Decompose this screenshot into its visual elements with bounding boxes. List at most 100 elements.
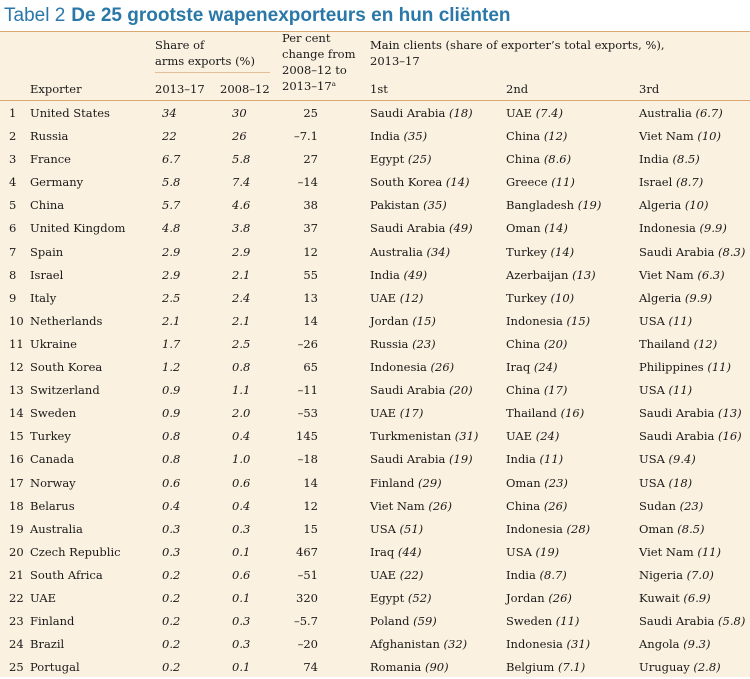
client-name: Egypt [370,152,405,167]
share-2013-17-cell: 22 [162,129,177,144]
client-name: China [506,129,541,144]
client-3rd-cell: Saudi Arabia (13) [639,406,742,420]
client-name: Nigeria [639,567,683,582]
table-row: 5 China 5.7 4.6 38 Pakistan (35) Bangladesh (1… [0,194,750,217]
table-row: 12 South Korea 1.2 0.8 65 Indonesia (26) Iraq … [0,356,750,379]
exporter-cell: Canada [30,452,75,467]
client-1st-cell: Turkmenistan (31) [370,429,478,443]
client-share: (11) [707,360,731,375]
client-name: Algeria [639,198,682,213]
client-3rd-cell: Sudan (23) [639,499,703,513]
rank-cell: 14 [9,406,24,421]
share-2013-17-cell: 0.3 [162,521,181,536]
rank-cell: 1 [9,106,17,120]
client-name: UAE [370,567,397,582]
client-share: (8.7) [675,175,704,190]
exporters-table: Share of arms exports (%) Per cent chang… [0,31,750,677]
exporter-cell: Russia [30,129,69,144]
client-2nd-cell: Indonesia (15) [506,314,590,328]
change-cell: 74 [303,660,318,675]
client-3rd-cell: Philippines (11) [639,360,731,374]
client-1st-cell: Iraq (44) [370,545,422,559]
client-share: (17) [543,383,568,398]
change-cell: 14 [303,313,318,328]
client-share: (12) [399,290,424,305]
client-1st-cell: Indonesia (26) [370,360,454,374]
share-2013-17-cell: 1.7 [162,336,181,351]
client-1st-cell: Saudi Arabia (19) [370,452,473,466]
client-name: Thailand [506,406,557,421]
client-share: (5.8) [718,614,746,629]
header-exporter: Exporter [30,82,82,96]
client-share: (13) [718,406,742,421]
share-2013-17-cell: 0.2 [162,590,181,605]
table-row: 22 UAE 0.2 0.1 320 Egypt (52) Jordan (26) Kuwai… [0,587,750,610]
table-row: 21 South Africa 0.2 0.6 –51 UAE (22) India (8.… [0,564,750,587]
client-name: USA [639,313,665,328]
client-2nd-cell: India (8.7) [506,568,567,582]
client-share: (23) [544,475,568,490]
client-1st-cell: India (49) [370,268,427,282]
rank-cell: 19 [9,521,24,536]
client-2nd-cell: India (11) [506,452,563,466]
client-1st-cell: India (35) [370,129,427,143]
client-share: (9.9) [699,221,727,236]
change-cell: –5.7 [293,614,318,629]
share-2013-17-cell: 0.2 [162,660,181,675]
table-row: 8 Israel 2.9 2.1 55 India (49) Azerbaijan (13)… [0,264,750,287]
client-name: Russia [370,336,409,351]
client-name: Indonesia [506,313,563,328]
rank-cell: 18 [9,498,24,513]
client-2nd-cell: Jordan (26) [506,591,572,605]
client-name: Sudan [639,498,676,513]
table-row: 23 Finland 0.2 0.3 –5.7 Poland (59) Sweden (11… [0,610,750,633]
rank-cell: 4 [9,175,17,190]
client-share: (10) [684,198,709,213]
client-share: (29) [418,475,442,490]
client-name: Australia [370,244,423,259]
client-share: (35) [403,129,428,144]
client-name: Azerbaijan [506,267,569,282]
client-2nd-cell: China (17) [506,383,567,397]
client-name: Belgium [506,660,555,675]
change-cell: 37 [303,221,318,236]
header-client-1st: 1st [370,82,388,96]
share-2008-12-cell: 2.5 [232,336,251,351]
client-name: Australia [639,106,692,120]
share-2008-12-cell: 2.1 [232,267,251,282]
rank-cell: 16 [9,452,24,467]
client-share: (2.8) [693,660,721,675]
rank-cell: 22 [9,590,24,605]
change-cell: 14 [303,475,318,490]
client-3rd-cell: Indonesia (9.9) [639,221,727,235]
client-share: (18) [668,475,693,490]
header-clients: Main clients (share of exporter’s total … [370,38,665,68]
client-share: (31) [454,429,479,444]
client-1st-cell: Egypt (52) [370,591,432,605]
client-share: (25) [407,152,432,167]
exporter-cell: Germany [30,175,84,190]
share-2008-12-cell: 4.6 [232,198,251,213]
rank-cell: 5 [9,198,17,213]
table-row: 11 Ukraine 1.7 2.5 –26 Russia (23) China (20) T… [0,333,750,356]
share-2008-12-cell: 2.0 [232,406,251,421]
exporter-cell: Brazil [30,637,65,652]
exporter-cell: South Africa [30,567,103,582]
client-share: (10) [697,129,721,144]
client-1st-cell: USA (51) [370,522,423,536]
client-1st-cell: Saudi Arabia (18) [370,106,473,120]
share-2008-12-cell: 2.4 [232,290,251,305]
client-2nd-cell: Indonesia (28) [506,522,590,536]
client-name: Algeria [639,290,682,305]
share-2008-12-cell: 1.1 [232,383,251,398]
exporter-cell: Finland [30,614,75,629]
share-2013-17-cell: 1.2 [162,360,181,375]
client-share: (8.7) [539,567,567,582]
client-share: (14) [544,221,568,236]
exporter-cell: Israel [30,267,64,282]
client-name: Saudi Arabia [639,429,715,444]
share-2008-12-cell: 0.1 [232,660,251,675]
client-name: Uruguay [639,660,690,675]
share-2013-17-cell: 5.7 [162,198,181,213]
client-name: Egypt [370,590,405,605]
